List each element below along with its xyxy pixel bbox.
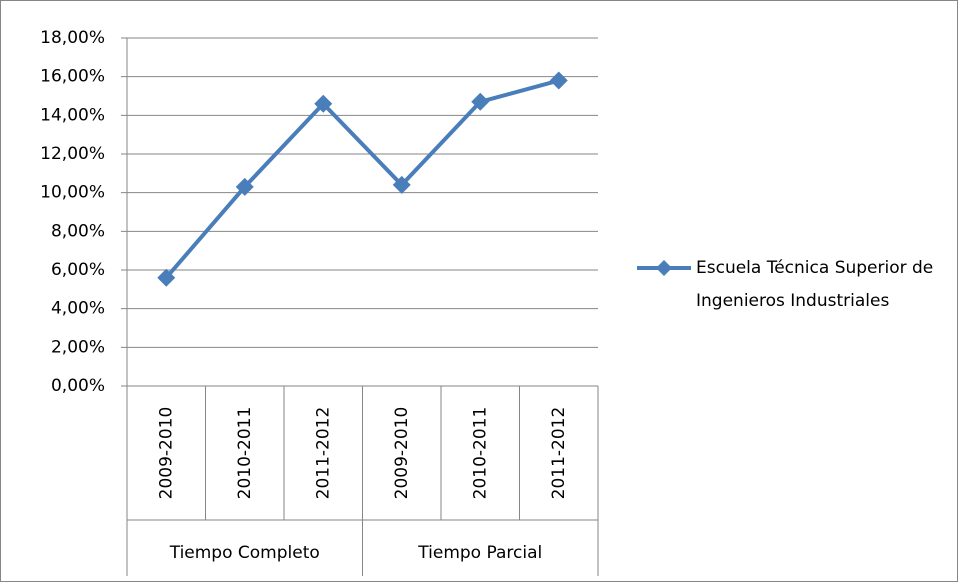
- point-marker: [549, 71, 568, 90]
- x-tick-label: 2011-2012: [313, 407, 333, 500]
- point-marker: [157, 268, 176, 287]
- y-tick-label: 14,00%: [40, 105, 105, 125]
- y-tick-label: 0,00%: [51, 376, 105, 396]
- y-tick-label: 18,00%: [40, 28, 105, 48]
- x-tick-label: 2010-2011: [470, 407, 490, 500]
- y-tick-label: 8,00%: [51, 221, 105, 241]
- y-tick-label: 10,00%: [40, 183, 105, 203]
- x-tick-label: 2011-2012: [549, 407, 569, 500]
- y-tick-label: 6,00%: [51, 260, 105, 280]
- y-tick-label: 16,00%: [40, 67, 105, 87]
- x-tick-label: 2009-2010: [392, 407, 412, 500]
- y-tick-label: 2,00%: [51, 337, 105, 357]
- x-tick-label: 2009-2010: [156, 407, 176, 500]
- y-tick-label: 12,00%: [40, 144, 105, 164]
- legend-label: Escuela Técnica Superior de Ingenieros I…: [696, 258, 934, 311]
- legend-marker: [656, 260, 672, 276]
- group-label: Tiempo Completo: [169, 543, 320, 563]
- series-line: [164, 78, 560, 280]
- y-tick-label: 4,00%: [51, 299, 105, 319]
- point-marker: [314, 94, 333, 113]
- x-tick-label: 2010-2011: [235, 407, 255, 500]
- point-marker: [471, 92, 490, 111]
- point-marker: [235, 177, 254, 196]
- point-marker: [392, 175, 411, 194]
- group-label: Tiempo Parcial: [417, 543, 542, 563]
